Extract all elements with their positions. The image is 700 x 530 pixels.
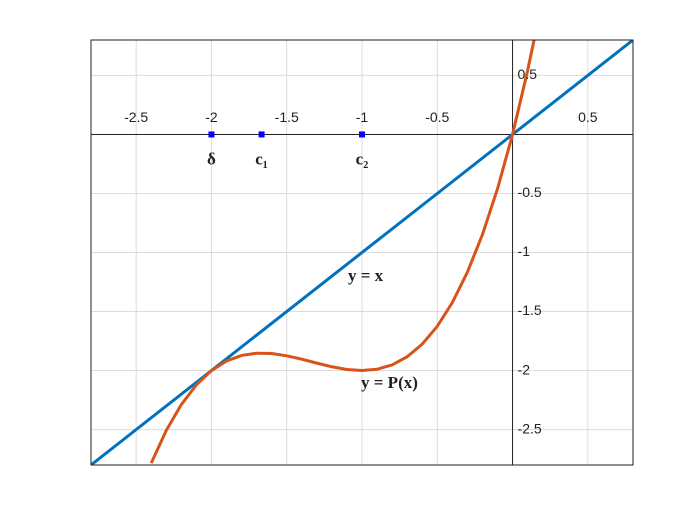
x-tick-label: -0.5 <box>425 109 449 125</box>
point-label: c₂ <box>356 149 369 168</box>
point-label: δ <box>207 149 216 168</box>
point <box>258 131 265 138</box>
annotation: y = x <box>348 266 384 285</box>
x-tick-label: -2 <box>205 109 218 125</box>
point-label: c₁ <box>255 149 268 168</box>
point <box>359 131 365 138</box>
annotation: y = P(x) <box>361 373 418 392</box>
x-tick-label: -1.5 <box>275 109 299 125</box>
point <box>208 131 215 138</box>
y-tick-label: -1.5 <box>518 302 542 318</box>
line-series <box>91 40 633 465</box>
line-series <box>149 40 536 464</box>
y-tick-label: -0.5 <box>518 184 542 200</box>
x-tick-label: -2.5 <box>124 109 148 125</box>
y-tick-label: 0.5 <box>518 66 538 82</box>
plot-frame <box>90 39 634 466</box>
x-tick-label: -1 <box>356 109 369 125</box>
x-tick-label: 0.5 <box>578 109 598 125</box>
y-tick-label: -2 <box>518 361 531 377</box>
y-tick-label: -2.5 <box>518 420 542 436</box>
y-tick-label: -1 <box>518 243 531 259</box>
